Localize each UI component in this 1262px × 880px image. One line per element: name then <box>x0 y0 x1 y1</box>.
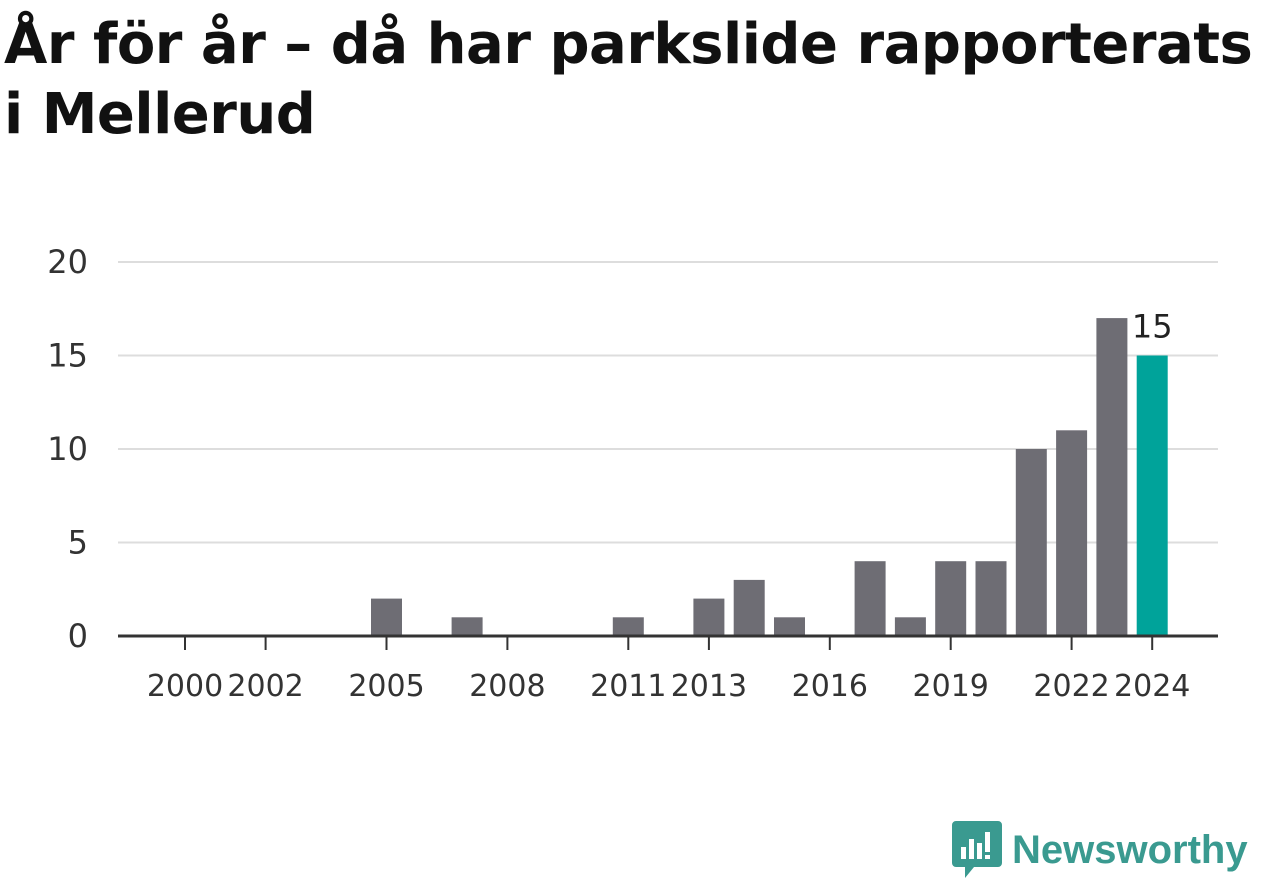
data-label-2024: 15 <box>1132 308 1173 346</box>
data-labels: 15 <box>1132 308 1173 346</box>
x-tick-label: 2013 <box>671 669 747 704</box>
bar-2022 <box>1056 430 1088 636</box>
bar-2018 <box>894 617 926 636</box>
bar-chart-bubble-icon <box>952 821 1002 878</box>
brand-name: Newsworthy <box>1012 827 1248 872</box>
bar-2011 <box>612 617 644 636</box>
y-axis-labels: 0 5 10 15 20 <box>47 243 88 655</box>
y-tick-label: 0 <box>68 617 88 655</box>
x-tick-label: 2011 <box>590 669 666 704</box>
bar-2023 <box>1096 318 1128 636</box>
x-axis-labels: 2000 2002 2005 2008 2011 2013 2016 2019 2022 2024 <box>147 669 1191 704</box>
x-tick-label: 2005 <box>348 669 424 704</box>
x-tick-label: 2008 <box>469 669 545 704</box>
x-tick-label: 2024 <box>1114 669 1190 704</box>
newsworthy-logo: Newsworthy <box>952 820 1248 880</box>
bar-2015 <box>774 617 805 636</box>
x-tick-label: 2000 <box>147 669 223 704</box>
x-tick-label: 2019 <box>913 669 989 704</box>
x-tick-label: 2002 <box>227 669 303 704</box>
bar-2019 <box>935 561 967 636</box>
y-tick-label: 5 <box>68 524 88 562</box>
x-tick-label: 2016 <box>792 669 868 704</box>
grid-lines <box>118 261 1218 544</box>
bar-2020 <box>975 561 1007 636</box>
y-tick-label: 15 <box>47 337 88 375</box>
bar-2007 <box>451 617 483 636</box>
y-tick-label: 10 <box>47 430 88 468</box>
bar-2024 <box>1136 355 1168 636</box>
x-tick-label: 2022 <box>1033 669 1109 704</box>
x-axis-ticks <box>184 636 1154 650</box>
bar-2021 <box>1015 449 1047 636</box>
bar-2013 <box>693 598 725 636</box>
bar-2017 <box>854 561 886 636</box>
y-tick-label: 20 <box>47 243 88 281</box>
bar-2014 <box>733 579 765 636</box>
chart-title: År för år – då har parkslide rapporterat… <box>4 12 1253 147</box>
bar-2005 <box>371 598 402 636</box>
bars <box>371 318 1168 636</box>
